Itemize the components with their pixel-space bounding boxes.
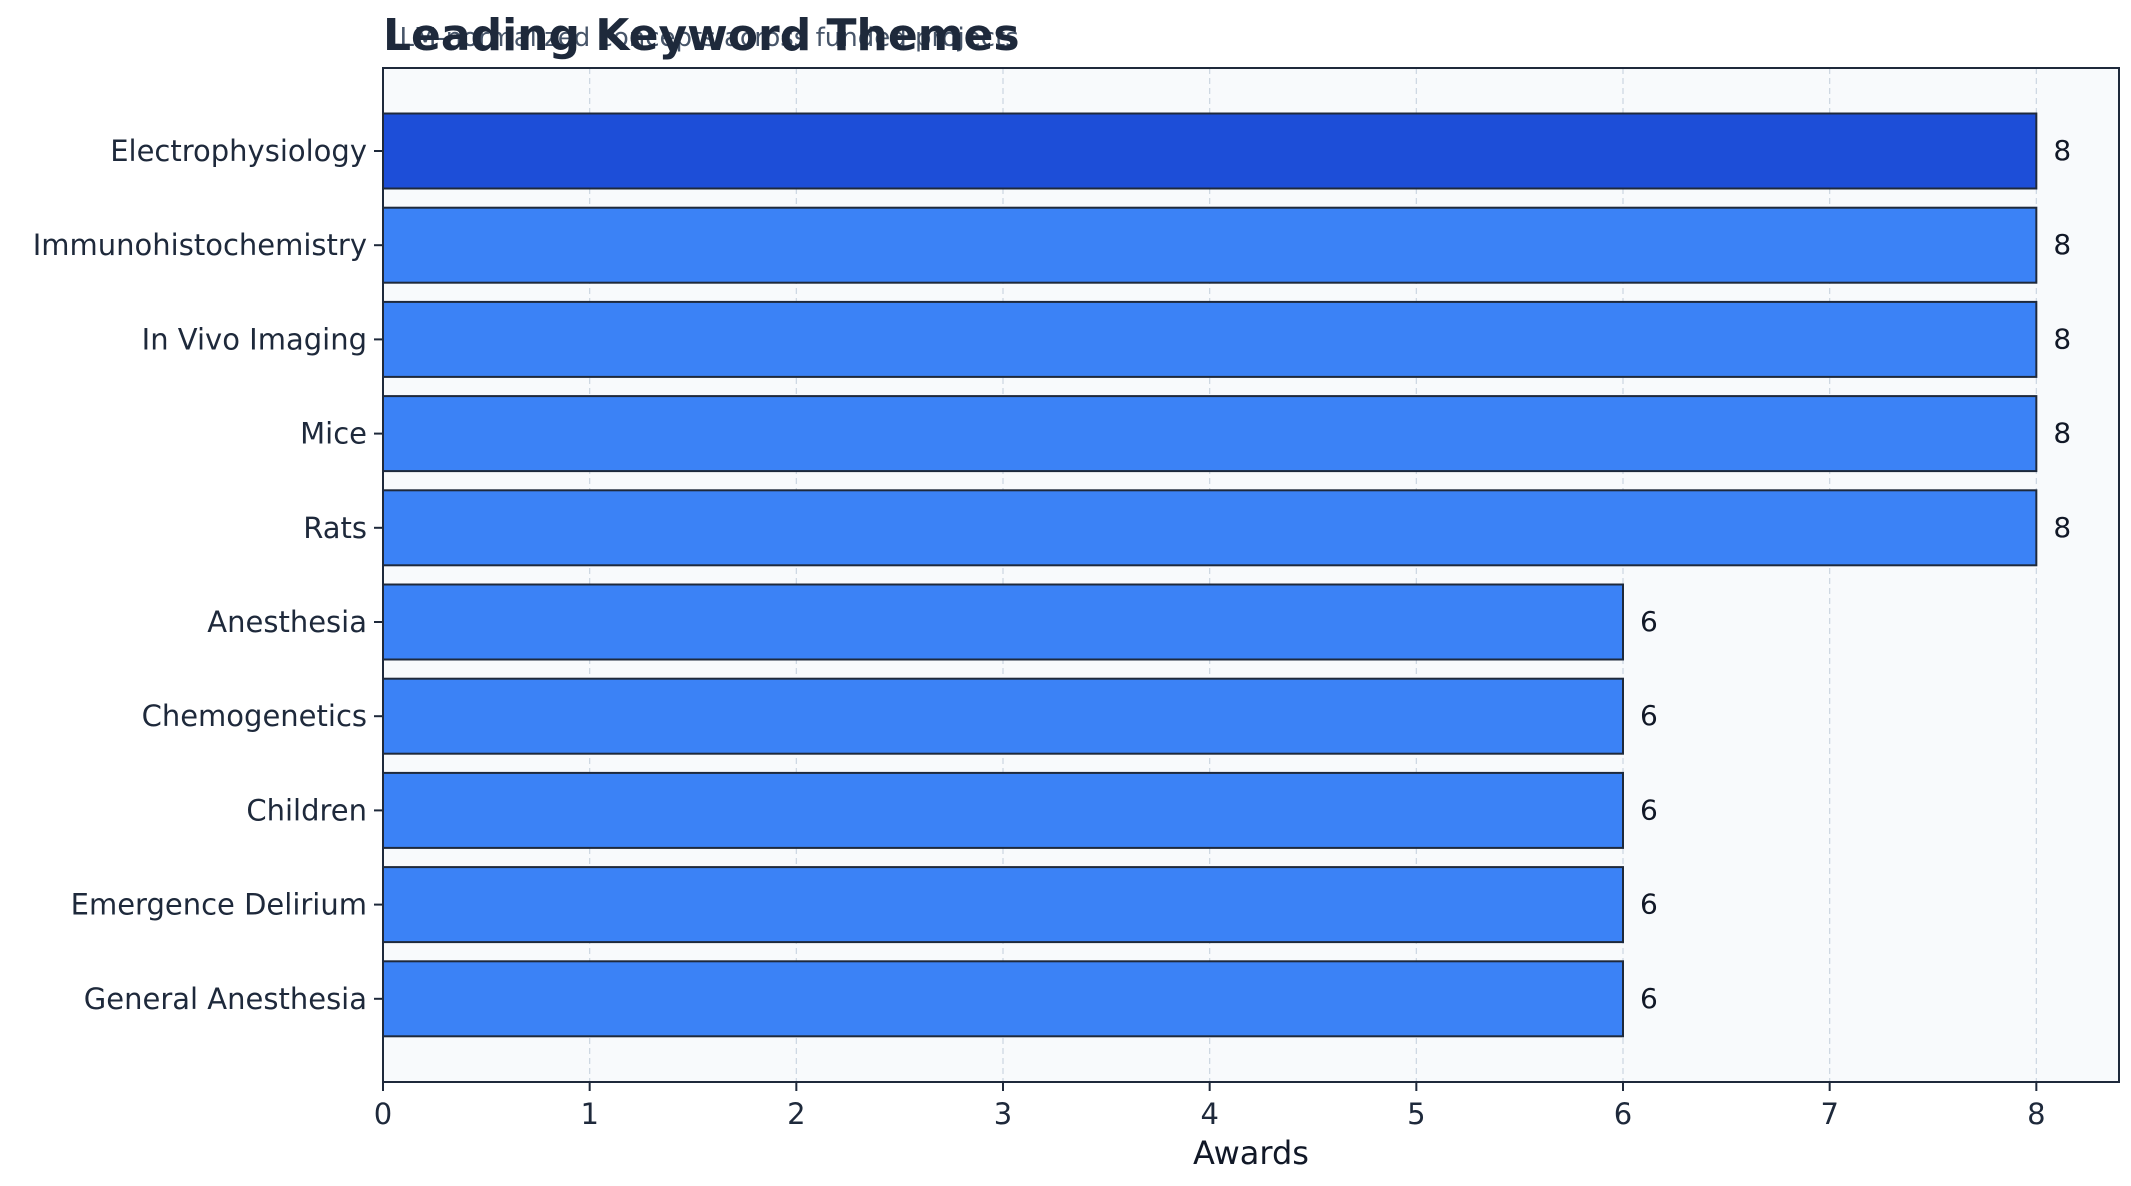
category-label: General Anesthesia [84,982,367,1016]
x-tick-label: 8 [2027,1097,2045,1131]
bar [382,583,1624,661]
value-label: 8 [2053,417,2071,450]
value-label: 6 [1640,888,1658,921]
category-label: Anesthesia [207,605,367,639]
value-label: 6 [1640,982,1658,1015]
x-tick-label: 2 [787,1097,805,1131]
y-axis-categories: Electrophysiology Immunohistochemistry In … [33,134,383,1016]
x-tick-label: 3 [994,1097,1012,1131]
category-label: Immunohistochemistry [33,228,367,262]
category-label: In Vivo Imaging [142,322,367,356]
value-label: 6 [1640,699,1658,732]
x-axis-ticks: 0 1 2 3 4 5 6 7 8 [374,1082,2046,1131]
bar [382,866,1624,944]
bar [382,771,1624,849]
x-tick-label: 0 [374,1097,392,1131]
x-tick-label: 4 [1200,1097,1218,1131]
category-label: Electrophysiology [110,134,367,168]
bar [382,489,2038,567]
category-label: Emergence Delirium [71,888,367,922]
value-label: 6 [1640,605,1658,638]
chart-subtitle: LLM-normalized concepts across funded pr… [385,23,1019,53]
value-labels: 8 8 8 8 8 6 6 6 6 6 [1640,134,2071,1015]
x-tick-label: 6 [1614,1097,1632,1131]
plot-frame [382,67,2120,1083]
value-label: 6 [1640,793,1658,826]
category-label: Children [246,793,367,827]
value-label: 8 [2053,511,2071,544]
value-label: 8 [2053,134,2071,167]
bars [382,112,2038,1038]
x-tick-label: 5 [1407,1097,1425,1131]
value-label: 8 [2053,322,2071,355]
value-label: 8 [2053,228,2071,261]
x-axis-label: Awards [1193,1134,1309,1172]
x-tick-label: 7 [1820,1097,1838,1131]
category-label: Mice [300,417,367,451]
bar [382,206,2038,284]
bar [382,395,2038,473]
bar [382,960,1624,1038]
category-label: Chemogenetics [142,699,367,733]
bar [382,300,2038,378]
category-label: Rats [303,511,367,545]
bar [382,677,1624,755]
bar [382,112,2038,190]
x-tick-label: 1 [580,1097,598,1131]
chart-title: Leading Keyword Themes [383,10,1020,61]
